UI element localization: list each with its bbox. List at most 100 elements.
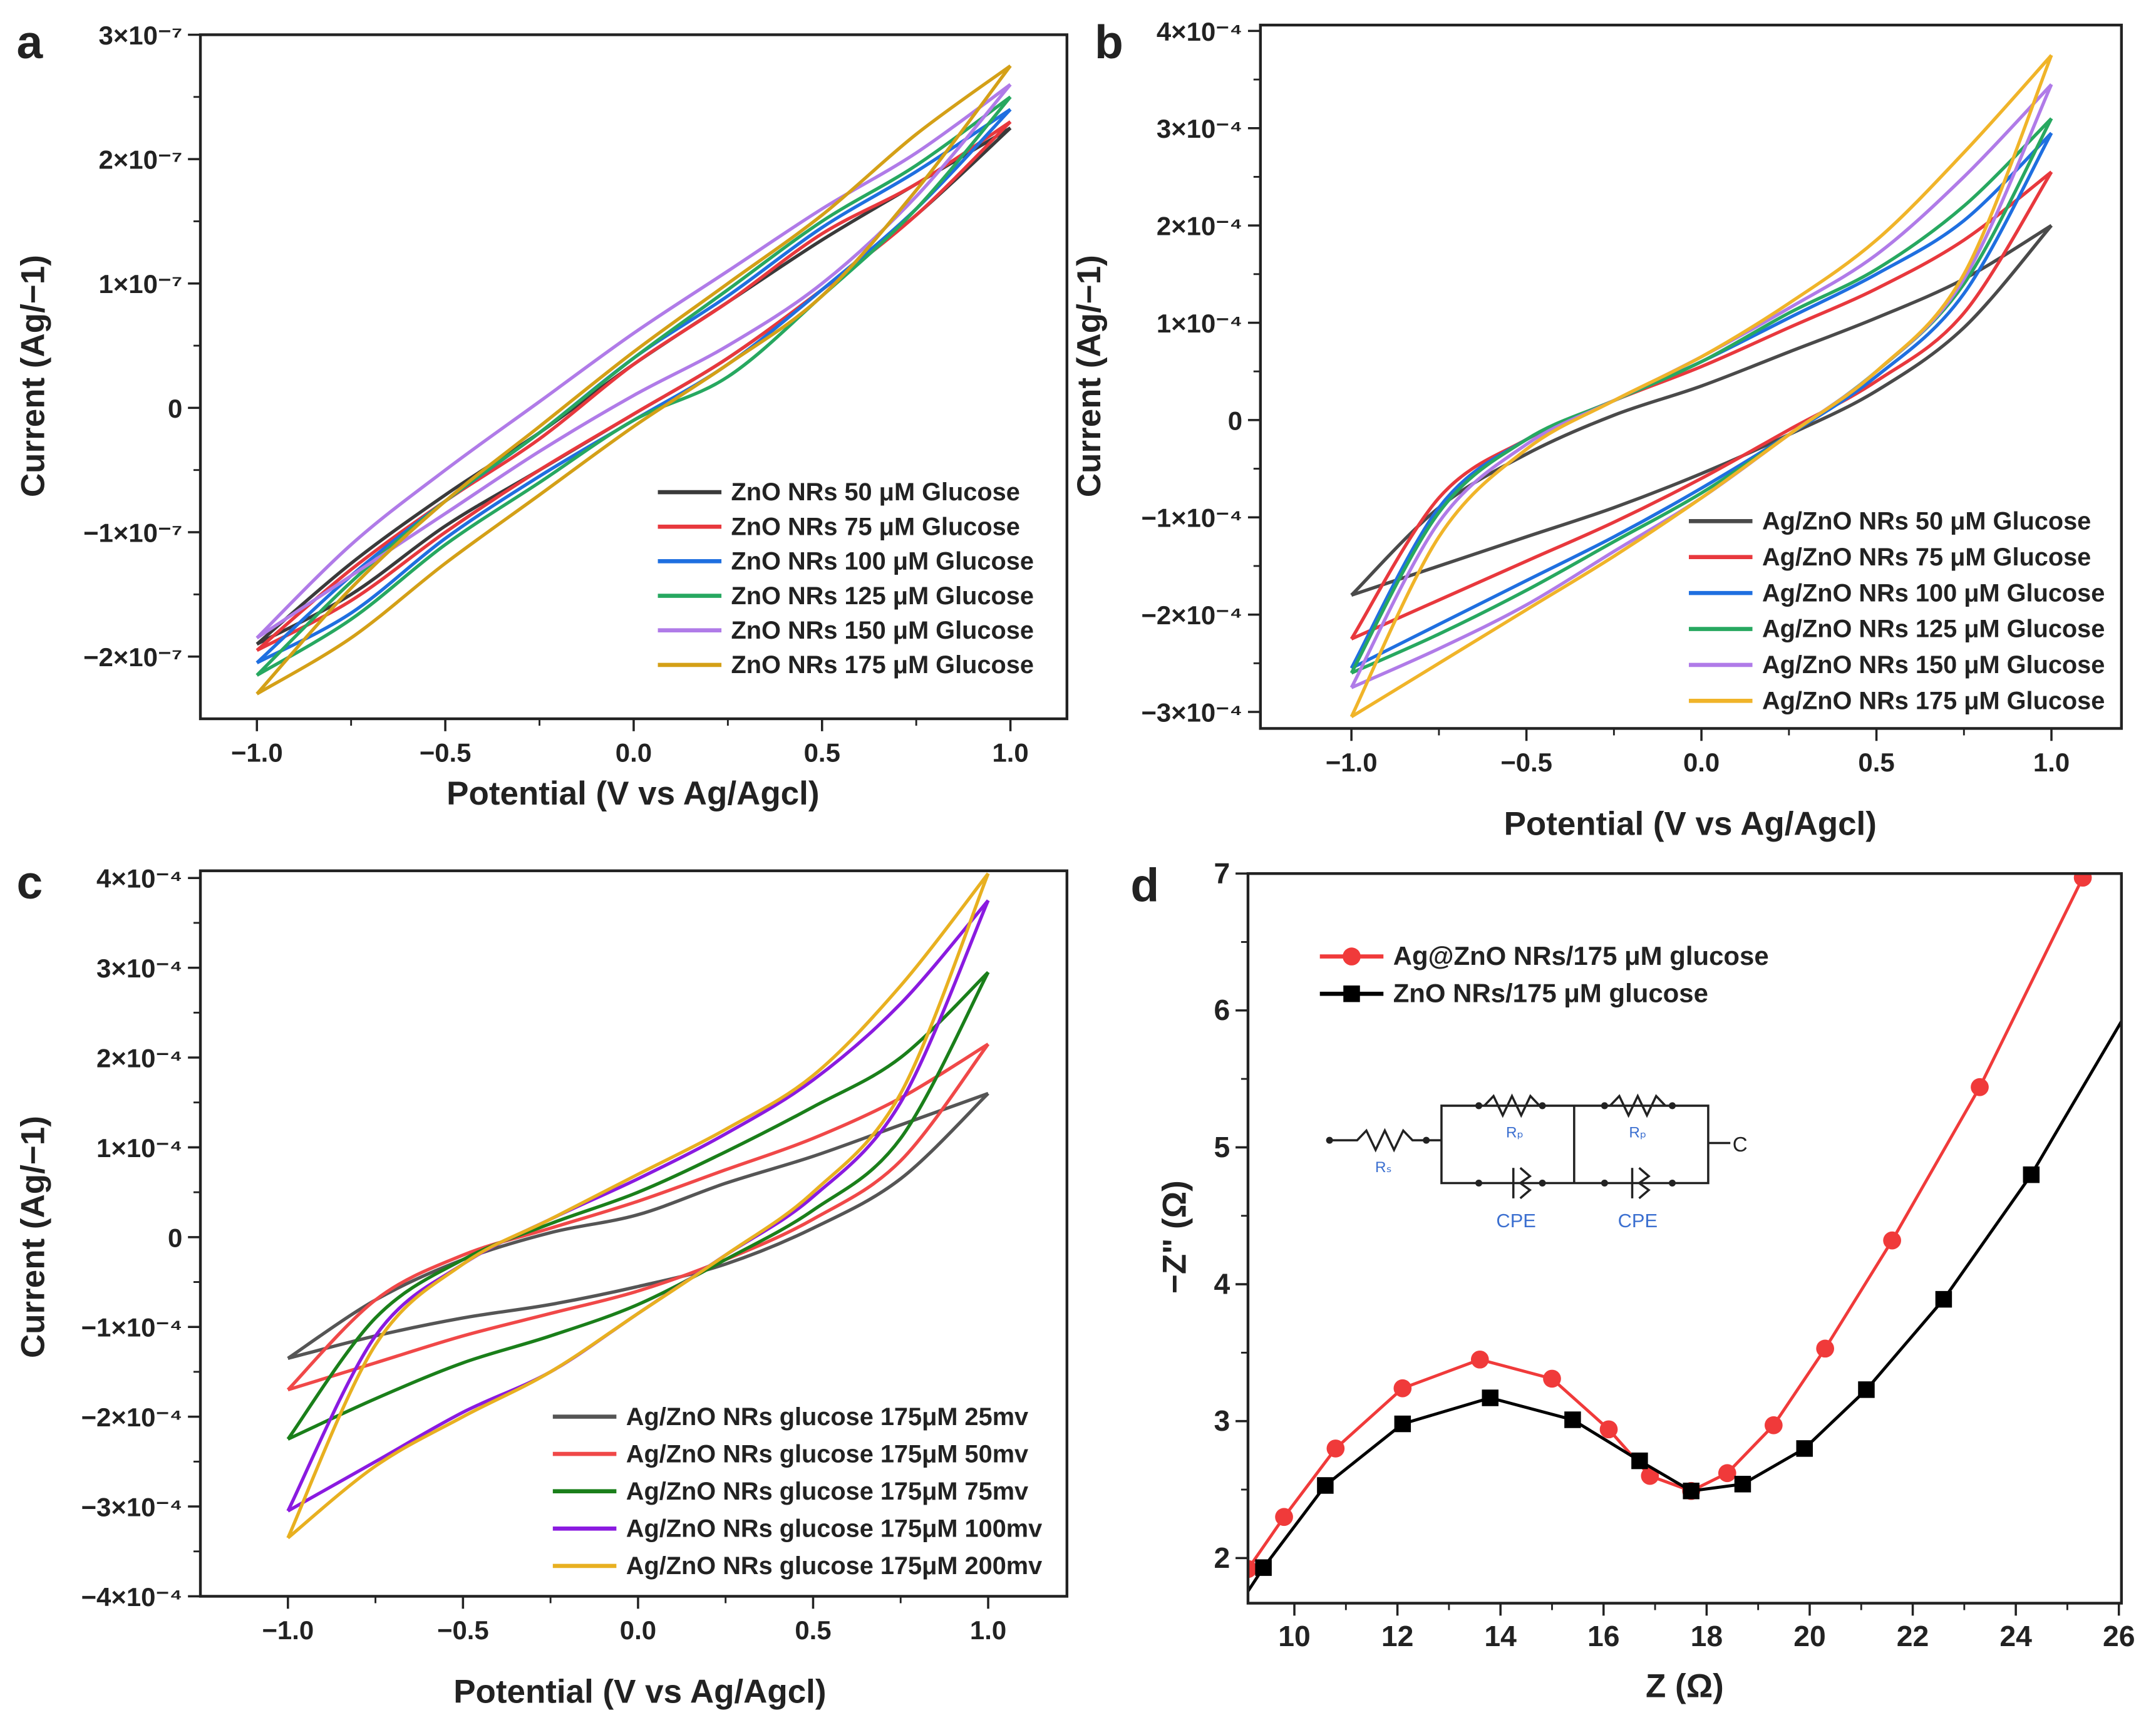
circuit-wires <box>1440 1105 1731 1185</box>
rs-label: Rₛ <box>1375 1159 1392 1176</box>
series-line-upper-4 <box>286 872 990 1539</box>
plot-area <box>286 872 990 1540</box>
cpe-label-2: CPE <box>1618 1210 1658 1232</box>
resistor-rs <box>1329 1128 1442 1153</box>
rp-label-2: Rₚ <box>1629 1125 1646 1141</box>
cpe-element-2 <box>1631 1166 1651 1200</box>
resistor-rp-2 <box>1609 1093 1666 1118</box>
data-point <box>1765 1416 1783 1434</box>
panel-letter: c <box>16 856 43 909</box>
data-point <box>1482 1389 1498 1406</box>
data-point <box>1734 1476 1751 1493</box>
panel-b: b −1.0 −0.5 0.0 0.5 1.0 4×10⁻⁴ 3×10⁻⁴ 2×10⁻⁴ 1×10… <box>1071 16 2123 842</box>
legend: ZnO NRs 50 μM Glucose ZnO NRs 75 μM Gluco… <box>658 478 1034 679</box>
x-axis-label: Potential (V vs Ag/Agcl) <box>1504 805 1877 842</box>
legend-label: Ag/ZnO NRs 175 μM Glucose <box>1762 687 2105 715</box>
series-line-upper-1 <box>1349 170 2053 640</box>
series-line-upper-5 <box>255 64 1012 696</box>
legend-label: Ag/ZnO NRs 50 μM Glucose <box>1762 508 2091 535</box>
plot-frame <box>1246 872 2123 1605</box>
circuit-node <box>1539 1102 1546 1110</box>
series-line-lower-5 <box>255 64 1012 696</box>
data-point <box>1393 1379 1412 1398</box>
x-tick-label: 0.0 <box>616 738 652 767</box>
panel-letter: d <box>1130 858 1159 911</box>
circuit-node <box>1601 1180 1608 1187</box>
x-tick-label: 1.0 <box>992 738 1028 767</box>
legend-label: Ag/ZnO NRs glucose 175μM 50mv <box>626 1440 1028 1468</box>
data-point <box>1718 1464 1736 1483</box>
legend-label: Ag/ZnO NRs glucose 175μM 100mv <box>626 1515 1042 1543</box>
plot-frame <box>1259 23 2123 730</box>
y-tick-label: 3×10⁻⁴ <box>96 954 182 983</box>
x-tick-label: 12 <box>1381 1620 1414 1652</box>
legend-marker <box>1343 947 1361 965</box>
x-tick-label: 1.0 <box>970 1615 1006 1645</box>
x-tick-label: 0.0 <box>620 1615 656 1645</box>
y-tick-label: −3×10⁻⁴ <box>1141 698 1242 727</box>
legend-marker <box>1343 985 1360 1002</box>
y-tick-label: 4×10⁻⁴ <box>96 864 182 893</box>
data-point <box>1543 1369 1561 1388</box>
legend-label: Ag/ZnO NRs 75 μM Glucose <box>1762 543 2091 571</box>
legend-label: ZnO NRs 100 μM Glucose <box>731 548 1034 575</box>
circuit-node <box>1601 1102 1608 1110</box>
data-point <box>1796 1440 1813 1457</box>
legend-label: Ag/ZnO NRs 100 μM Glucose <box>1762 579 2105 607</box>
y-axis-label: −Z" (Ω) <box>1157 1180 1194 1294</box>
y-axis-label: Current (Ag/−1) <box>15 1116 52 1358</box>
circuit-node <box>1326 1136 1333 1144</box>
x-tick-label: 22 <box>1897 1620 1929 1652</box>
y-tick-label: −2×10⁻⁴ <box>81 1403 183 1432</box>
legend-label: ZnO NRs 75 μM Glucose <box>731 513 1020 540</box>
x-tick-label: 24 <box>1999 1620 2032 1652</box>
data-point <box>1470 1350 1489 1369</box>
y-tick-label: 0 <box>168 1223 182 1252</box>
series-line-lower-2 <box>287 971 990 1441</box>
legend: Ag@ZnO NRs/175 μM glucose ZnO NRs/175 μM … <box>1319 941 1769 1007</box>
legend-label: Ag@ZnO NRs/175 μM glucose <box>1393 941 1769 971</box>
data-point <box>2023 1166 2040 1183</box>
series-line-lower-0 <box>287 1092 989 1360</box>
series-line-lower-1 <box>256 120 1012 652</box>
y-tick-label: −1×10⁻⁴ <box>1141 503 1242 533</box>
series-line-lower-0 <box>1351 224 2053 597</box>
circuit-node <box>1475 1102 1483 1110</box>
plot-frame <box>199 33 1069 721</box>
circuit-node <box>1669 1180 1676 1187</box>
legend-label: Ag/ZnO NRs glucose 175μM 25mv <box>626 1403 1028 1431</box>
y-axis-label: Current (Ag/−1) <box>15 255 52 497</box>
x-axis-label: Z (Ω) <box>1646 1668 1724 1705</box>
legend: Ag/ZnO NRs 50 μM Glucose Ag/ZnO NRs 75 μM… <box>1689 508 2105 715</box>
data-point <box>1858 1381 1875 1398</box>
y-tick-label: 2 <box>1214 1542 1230 1574</box>
panel-letter: b <box>1095 16 1123 68</box>
y-tick-label: 1×10⁻⁴ <box>1157 309 1242 338</box>
panel-c: c −1.0 −0.5 0.0 0.5 1.0 4×10⁻⁴ 3×10⁻⁴ 2×10⁻⁴ 1×10… <box>15 856 1069 1710</box>
y-tick-label: −3×10⁻⁴ <box>81 1492 183 1522</box>
y-tick-label: 4 <box>1214 1268 1230 1300</box>
panel-d: d 10 12 14 16 18 20 22 24 26 2 3 4 5 6 7 Z (Ω) −Z" (Ω) Ag@… <box>1130 857 2135 1705</box>
data-point <box>1564 1411 1581 1428</box>
y-tick-label: 6 <box>1214 994 1230 1026</box>
y-tick-label: 3 <box>1214 1404 1230 1437</box>
data-point <box>1971 1078 1989 1096</box>
plot-area <box>1247 873 2122 1594</box>
legend: Ag/ZnO NRs glucose 175μM 25mv Ag/ZnO NRs … <box>552 1403 1042 1580</box>
cpe-label-1: CPE <box>1496 1210 1535 1232</box>
y-tick-label: −2×10⁻⁷ <box>83 642 182 672</box>
y-tick-label: 0 <box>168 394 182 423</box>
y-tick-label: 0 <box>1228 406 1242 435</box>
resistor-rp-1 <box>1483 1093 1540 1118</box>
series-line-lower-1 <box>1351 171 2053 641</box>
x-tick-label: −1.0 <box>262 1615 314 1645</box>
data-point <box>1683 1482 1700 1500</box>
y-tick-label: 1×10⁻⁴ <box>96 1133 182 1163</box>
data-point <box>1247 1560 1257 1578</box>
y-tick-label: 3×10⁻⁷ <box>98 21 182 50</box>
series-line-lower-4 <box>287 873 990 1540</box>
series-line-upper-0 <box>1350 224 2053 597</box>
x-axis-label: Potential (V vs Ag/Agcl) <box>453 1673 826 1710</box>
legend-label: ZnO NRs 50 μM Glucose <box>731 478 1020 506</box>
